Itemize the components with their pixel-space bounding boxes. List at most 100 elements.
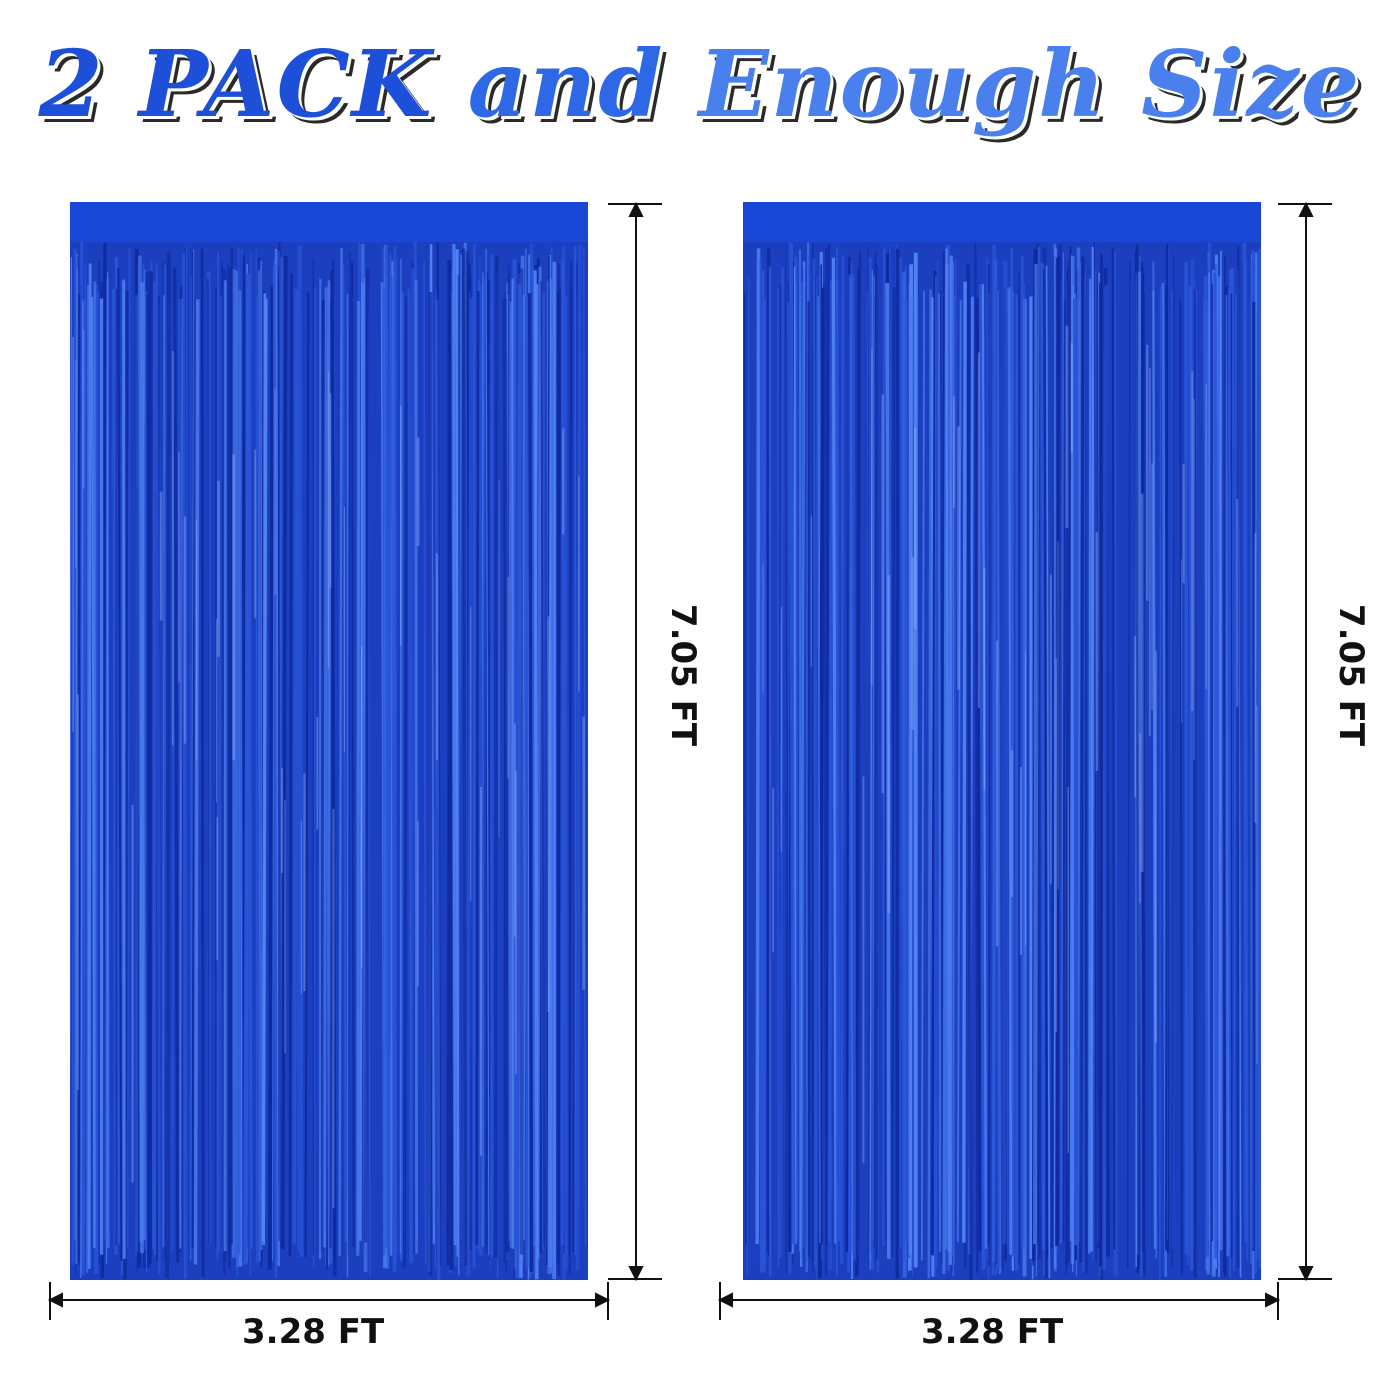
foil-strand: [434, 299, 441, 1280]
foil-strand: [267, 285, 275, 1270]
foil-strand: [323, 287, 328, 1248]
foil-strand: [478, 258, 481, 1253]
foil-strand: [1061, 299, 1066, 1242]
foil-strand: [261, 298, 268, 1241]
foil-strand: [75, 268, 78, 1264]
foil-strand: [193, 299, 200, 1265]
foil-strand: [993, 259, 1001, 1270]
foil-strand: [146, 294, 151, 1268]
foil-strand: [1111, 250, 1118, 1276]
foil-strand: [243, 273, 250, 1265]
foil-strand: [978, 284, 986, 1270]
foil-strand: [1053, 243, 1057, 1272]
foil-strand: [105, 271, 109, 1264]
foil-strand: [812, 258, 817, 1268]
foil-strand: [76, 294, 82, 1264]
foil-strand: [848, 274, 853, 1254]
foil-strand: [1092, 270, 1097, 1261]
foil-strand: [1041, 264, 1046, 1245]
foil-strand: [948, 255, 953, 1265]
foil-strand: [359, 282, 364, 1241]
foil-strand: [152, 282, 157, 1256]
foil-strand: [981, 284, 988, 1249]
foil-strand: [840, 255, 845, 1264]
foil-strand: [272, 264, 278, 1278]
foil-strand: [70, 256, 72, 1173]
foil-strand: [229, 266, 233, 1245]
foil-strand: [927, 289, 932, 1279]
foil-strand: [1218, 250, 1222, 1277]
foil-strand: [794, 257, 799, 1242]
foil-strand: [325, 283, 330, 1262]
foil-strand: [515, 284, 522, 1279]
foil-strand: [338, 247, 343, 1256]
foil-strand: [785, 244, 789, 1250]
foil-strand: [825, 244, 830, 1246]
foil-strand: [900, 271, 908, 1279]
foil-strand: [80, 301, 84, 1278]
headline-part-and: and: [467, 30, 665, 138]
foil-strand: [776, 289, 780, 1267]
foil-strand: [831, 257, 838, 1244]
foil-strand: [1045, 265, 1051, 1279]
foil-strand: [1224, 294, 1230, 1257]
foil-strand: [216, 252, 219, 1260]
foil-strand: [148, 271, 153, 1264]
foil-strand: [1227, 290, 1231, 1278]
foil-strand: [277, 274, 280, 1242]
foil-strand: [1055, 255, 1061, 1247]
foil-strand: [1035, 246, 1040, 1278]
foil-strand: [165, 252, 171, 1279]
foil-strand: [524, 295, 529, 1269]
width-label-left: 3.28 FT: [242, 1312, 385, 1352]
headline-part-pack: 2 PACK: [38, 30, 434, 138]
foil-strand: [475, 290, 481, 1246]
foil-strand: [1134, 252, 1140, 1268]
foil-strand: [976, 297, 982, 1252]
foil-strand: [281, 255, 288, 1250]
foil-strand: [260, 260, 263, 1251]
foil-strand: [481, 278, 486, 1247]
foil-strand: [1126, 262, 1131, 1269]
foil-strand: [1188, 259, 1195, 1258]
height-label-left: 7.05 FT: [663, 603, 704, 747]
foil-strand: [1185, 290, 1189, 1266]
foil-strand: [568, 286, 573, 1277]
foil-strand: [125, 248, 131, 1248]
foil-strand: [1159, 286, 1162, 1280]
foil-strand: [933, 276, 937, 1276]
foil-strand: [1232, 294, 1237, 1272]
foil-strand: [793, 266, 797, 1245]
foil-curtain-left: [70, 202, 588, 1280]
foil-strand: [258, 270, 261, 1262]
foil-strand: [1170, 256, 1175, 1268]
foil-strand: [1007, 288, 1012, 1255]
foil-strand: [117, 267, 123, 1261]
foil-strand: [457, 274, 462, 1257]
foil-strand: [546, 256, 550, 1265]
headline-part-size: Enough Size: [698, 30, 1362, 138]
foil-strand: [452, 244, 457, 1246]
foil-strand: [505, 265, 510, 1271]
foil-strand: [182, 253, 187, 1279]
foil-strand: [1067, 246, 1072, 1263]
foil-strand: [856, 250, 862, 1275]
foil-strand: [1088, 278, 1092, 1254]
foil-strand: [173, 267, 180, 1263]
foil-strand: [399, 292, 404, 1261]
foil-strand: [869, 270, 873, 1270]
foil-strand: [402, 296, 409, 1269]
foil-strand: [930, 270, 937, 1256]
foil-strand: [1257, 288, 1261, 1252]
foil-strand: [1242, 243, 1248, 1243]
foil-strand: [226, 263, 231, 1268]
foil-strand: [342, 263, 347, 1242]
foil-strand: [385, 244, 391, 1257]
foil-strand: [485, 248, 490, 1256]
foil-strand: [206, 278, 210, 1245]
foil-strand: [540, 281, 546, 1246]
foil-strand: [382, 289, 389, 1248]
foil-strand: [295, 290, 301, 1252]
foil-strand: [86, 285, 90, 1273]
